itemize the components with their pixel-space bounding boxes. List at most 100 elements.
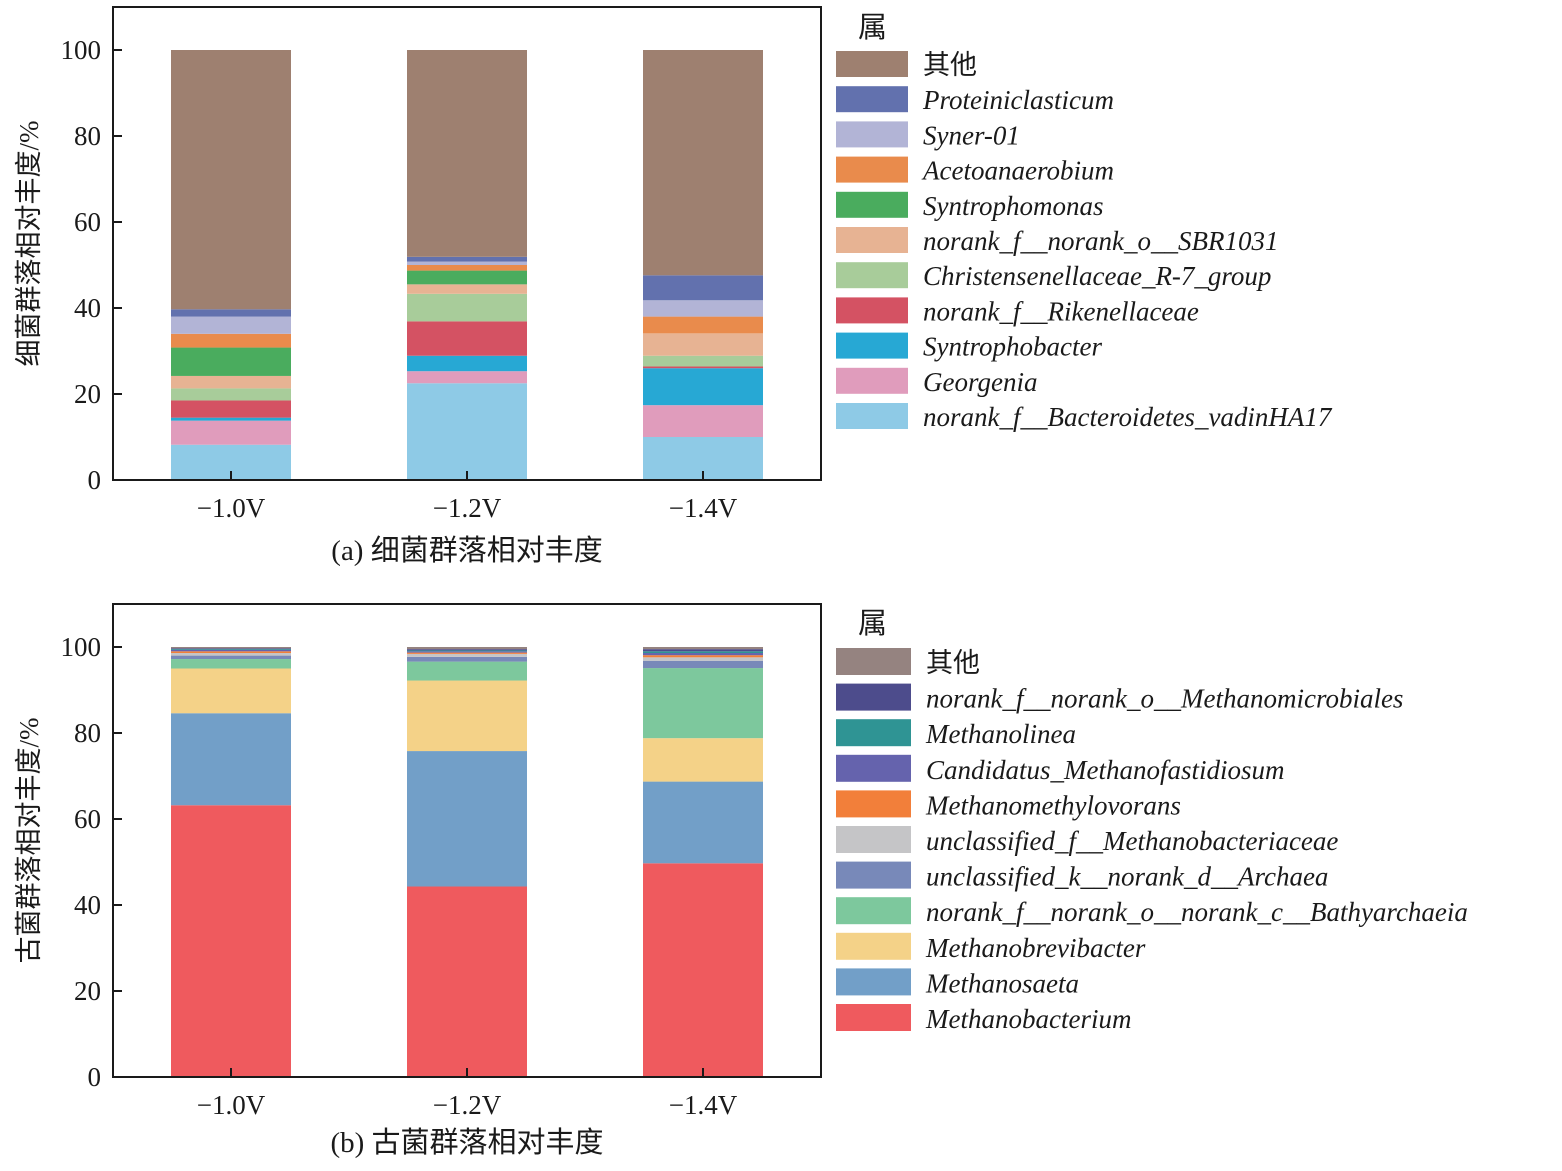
bar-segment	[643, 863, 763, 1077]
bar-segment	[171, 333, 291, 348]
y-axis-label: 古菌群落相对丰度/%	[14, 718, 44, 964]
y-tick-label: 60	[74, 207, 101, 237]
legend-label: Georgenia	[923, 367, 1037, 397]
y-tick-label: 80	[74, 121, 101, 151]
bar-segment	[407, 653, 527, 657]
legend-label: norank_f__Rikenellaceae	[923, 296, 1199, 326]
bar-segment	[171, 50, 291, 310]
y-tick-label: 40	[74, 890, 101, 920]
x-tick-label: −1.4V	[669, 493, 738, 523]
legend-label: Candidatus_Methanofastidiosum	[926, 755, 1285, 785]
legend-label: Methanosaeta	[925, 968, 1079, 998]
panel-caption: (b) 古菌群落相对丰度	[330, 1126, 603, 1159]
x-tick-label: −1.0V	[197, 1090, 266, 1120]
legend-swatch	[836, 191, 908, 218]
bar-segment	[643, 738, 763, 782]
bar-segment	[407, 680, 527, 752]
legend-swatch	[836, 227, 908, 253]
bar-segment	[171, 649, 291, 651]
bar-segment	[171, 648, 291, 650]
legend-label: norank_f__norank_o__Methanomicrobiales	[926, 684, 1403, 714]
legend-label: norank_f__Bacteroidetes_vadinHA17	[923, 402, 1333, 432]
bar-segment	[407, 50, 527, 257]
legend-swatch	[836, 968, 911, 996]
bar-segment	[643, 50, 763, 276]
legend-label: norank_f__norank_o__norank_c__Bathyarcha…	[926, 897, 1468, 927]
legend-label: unclassified_k__norank_d__Archaea	[926, 862, 1328, 892]
y-tick-label: 60	[74, 804, 101, 834]
legend-swatch	[836, 648, 911, 675]
legend-label: unclassified_f__Methanobacteriaceae	[926, 826, 1338, 856]
bar-segment	[171, 347, 291, 376]
bar-segment	[171, 659, 291, 669]
bar-segment	[171, 655, 291, 660]
legend-swatch	[836, 790, 911, 818]
bar-segment	[643, 660, 763, 669]
bar-segment	[171, 713, 291, 806]
bacteria-panel: 0 20 40 60 80 100 −1.0V −1.2V −1.4V 细菌群落相对丰度/% (a)…	[14, 6, 1333, 567]
x-tick-label: −1.4V	[669, 1090, 738, 1120]
legend-label: Methanolinea	[925, 719, 1076, 749]
legend-swatch	[836, 683, 911, 711]
bar-segment	[643, 655, 763, 658]
bar-segment	[171, 420, 291, 445]
bar-segment	[643, 647, 763, 650]
legend-label: Syntrophobacter	[923, 332, 1102, 362]
y-tick-label: 80	[74, 718, 101, 748]
bar-segment	[171, 651, 291, 654]
bar-segment	[643, 355, 763, 367]
legend-swatch	[836, 297, 908, 324]
bar-segment	[171, 388, 291, 401]
bar-segment	[643, 657, 763, 661]
bar-segment	[643, 368, 763, 406]
bar-segment	[407, 886, 527, 1077]
bar-segment	[643, 405, 763, 437]
y-tick-label: 20	[74, 379, 101, 409]
bar-segment	[407, 656, 527, 662]
legend-swatch	[836, 754, 911, 782]
bar-segment	[407, 647, 527, 650]
bar-segment	[171, 417, 291, 421]
bar-segment	[643, 651, 763, 654]
y-tick-label: 100	[61, 632, 102, 662]
legend-title: 属	[858, 608, 887, 640]
panel-caption: (a) 细菌群落相对丰度	[331, 534, 602, 567]
y-tick-label: 40	[74, 293, 101, 323]
bar-segment	[643, 653, 763, 656]
bar-segment	[643, 366, 763, 369]
bar-segment	[171, 650, 291, 652]
bar-segment	[407, 256, 527, 262]
legend-label: 其他	[926, 648, 980, 678]
legend-label: norank_f__norank_o__SBR1031	[923, 226, 1278, 256]
bar-segment	[407, 293, 527, 322]
x-tick-label: −1.2V	[433, 493, 502, 523]
bar-segment	[643, 316, 763, 334]
bar-segment	[171, 316, 291, 334]
legend-swatch	[836, 156, 908, 183]
bar-segment	[407, 649, 527, 651]
legend-label: Methanobacterium	[925, 1004, 1131, 1034]
bar-segment	[171, 647, 291, 649]
archaea-panel: 0 20 40 60 80 100 −1.0V −1.2V −1.4V 古菌群落相对丰度/% (b)…	[14, 603, 1468, 1159]
bar-segment	[407, 661, 527, 681]
bar-segment	[171, 668, 291, 714]
legend-swatch	[836, 1004, 911, 1031]
bar-segment	[407, 355, 527, 372]
bar-segment	[171, 375, 291, 389]
legend-label: Proteiniclasticum	[922, 85, 1114, 115]
bar-segment	[643, 668, 763, 739]
bar-segment	[643, 781, 763, 864]
legend-swatch	[836, 86, 908, 113]
bar-segment	[407, 265, 527, 271]
legend-swatch	[836, 932, 911, 960]
legend-swatch	[836, 826, 911, 853]
legend-swatch	[836, 121, 908, 148]
bar-segment	[407, 284, 527, 294]
legend-label: Christensenellaceae_R-7_group	[923, 261, 1271, 291]
bar-segment	[643, 300, 763, 317]
bar-segment	[407, 261, 527, 265]
x-tick-label: −1.0V	[197, 493, 266, 523]
y-tick-label: 100	[61, 35, 102, 65]
bar-segment	[407, 751, 527, 887]
